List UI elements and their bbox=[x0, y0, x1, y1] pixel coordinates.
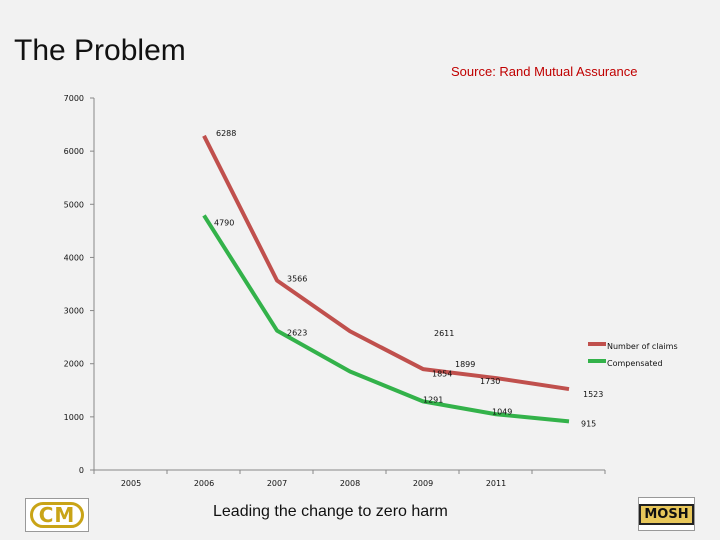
x-tick-label: 2007 bbox=[267, 479, 287, 488]
y-tick-label: 7000 bbox=[64, 94, 84, 103]
legend-label: Compensated bbox=[607, 359, 663, 368]
mosh-logo: MOSH bbox=[638, 497, 695, 531]
x-tick-label: 2008 bbox=[340, 479, 360, 488]
data-label: 1291 bbox=[423, 395, 443, 404]
data-label: 1899 bbox=[455, 360, 475, 369]
data-label: 2611 bbox=[434, 329, 454, 338]
series-line-claims bbox=[202, 134, 570, 392]
x-tick-label: 2005 bbox=[121, 479, 141, 488]
y-tick-label: 6000 bbox=[64, 147, 84, 156]
data-label: 1854 bbox=[432, 369, 452, 378]
x-tick-label: 2006 bbox=[194, 479, 214, 488]
data-label: 1730 bbox=[480, 377, 500, 386]
data-label: 4790 bbox=[214, 218, 234, 227]
legend-label: Number of claims bbox=[607, 342, 678, 351]
y-tick-label: 5000 bbox=[64, 200, 84, 209]
source-note: Source: Rand Mutual Assurance bbox=[451, 64, 638, 79]
y-tick-label: 4000 bbox=[64, 253, 84, 262]
data-label: 3566 bbox=[287, 274, 307, 283]
data-label: 6288 bbox=[216, 129, 236, 138]
data-label: 915 bbox=[581, 419, 596, 428]
footer-tagline: Leading the change to zero harm bbox=[213, 503, 448, 520]
mosh-logo-text: MOSH bbox=[639, 503, 694, 525]
cm-logo: CM bbox=[25, 498, 89, 532]
slide-title: The Problem bbox=[14, 34, 186, 67]
y-tick-label: 3000 bbox=[64, 307, 84, 316]
x-tick-label: 2009 bbox=[413, 479, 433, 488]
data-label: 1049 bbox=[492, 407, 512, 416]
x-tick-label: 2011 bbox=[486, 479, 506, 488]
y-tick-label: 0 bbox=[79, 466, 84, 475]
data-label: 1523 bbox=[583, 390, 603, 399]
series-line-compensated bbox=[202, 214, 570, 424]
y-tick-label: 1000 bbox=[64, 413, 84, 422]
cm-logo-text: CM bbox=[29, 502, 85, 528]
data-label: 2623 bbox=[287, 329, 307, 338]
y-tick-label: 2000 bbox=[64, 360, 84, 369]
